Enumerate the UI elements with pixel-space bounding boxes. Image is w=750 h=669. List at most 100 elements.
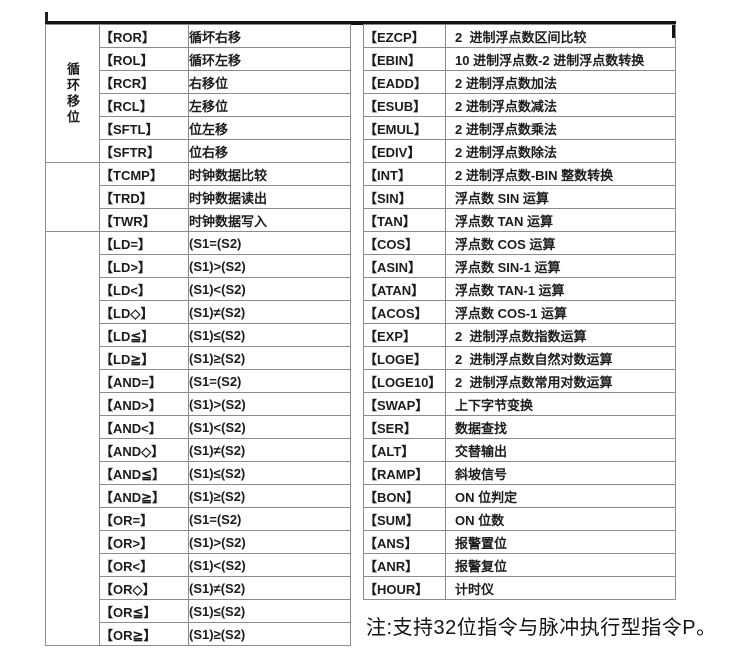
category-label: 循环移位 bbox=[65, 61, 80, 126]
table-row: 【LOGE10】 2 进制浮点数常用对数运算 bbox=[363, 369, 676, 393]
description-cell: 循环左移 bbox=[188, 47, 351, 71]
instruction-cell: 【HOUR】 bbox=[363, 576, 446, 600]
instruction-cell: 【LD<】 bbox=[99, 277, 189, 301]
description-cell: (S1)≥(S2) bbox=[188, 622, 351, 646]
footnote: 注:支持32位指令与脉冲执行型指令P。 bbox=[366, 617, 717, 639]
table-row: 【OR≦】 (S1)≤(S2) bbox=[46, 599, 351, 623]
instruction-cell: 【LD>】 bbox=[99, 254, 189, 278]
description-cell: 浮点数 SIN 运算 bbox=[445, 185, 676, 209]
description-cell: 斜坡信号 bbox=[445, 461, 676, 485]
instruction-cell: 【SUM】 bbox=[363, 507, 446, 531]
table-row: 【EADD】 2 进制浮点数加法 bbox=[363, 70, 676, 94]
description-cell: (S1)<(S2) bbox=[188, 277, 351, 301]
instruction-cell: 【OR>】 bbox=[99, 530, 189, 554]
description-cell: (S1=(S2) bbox=[188, 231, 351, 255]
description-cell: 浮点数 TAN 运算 bbox=[445, 208, 676, 232]
table-row: 【TWR】 时钟数据写入 bbox=[46, 208, 351, 232]
description-cell: 位右移 bbox=[188, 139, 351, 163]
category-cell: 循环移位 bbox=[45, 24, 100, 163]
instruction-cell: 【ROL】 bbox=[99, 47, 189, 71]
description-cell: 时钟数据读出 bbox=[188, 185, 351, 209]
instruction-cell: 【RCR】 bbox=[99, 70, 189, 94]
description-cell: 2 进制浮点数乘法 bbox=[445, 116, 676, 140]
description-cell: 时钟数据写入 bbox=[188, 208, 351, 232]
instruction-cell: 【COS】 bbox=[363, 231, 446, 255]
instruction-cell: 【ANR】 bbox=[363, 553, 446, 577]
description-cell: 2 进制浮点数减法 bbox=[445, 93, 676, 117]
table-row: 【BON】 ON 位判定 bbox=[363, 484, 676, 508]
instruction-cell: 【OR=】 bbox=[99, 507, 189, 531]
description-cell: 浮点数 COS 运算 bbox=[445, 231, 676, 255]
right-instruction-table: 【EZCP】 2 进制浮点数区间比较 【EBIN】 10 进制浮点数-2 进制浮点数转… bbox=[363, 24, 676, 600]
instruction-cell: 【EMUL】 bbox=[363, 116, 446, 140]
instruction-cell: 【OR<】 bbox=[99, 553, 189, 577]
table-row: 【EMUL】 2 进制浮点数乘法 bbox=[363, 116, 676, 140]
description-cell: (S1)≤(S2) bbox=[188, 461, 351, 485]
instruction-cell: 【SWAP】 bbox=[363, 392, 446, 416]
table-row: 【OR<】 (S1)<(S2) bbox=[46, 553, 351, 577]
instruction-cell: 【TWR】 bbox=[99, 208, 189, 232]
table-row: 【INT】 2 进制浮点数-BIN 整数转换 bbox=[363, 162, 676, 186]
instruction-cell: 【OR≧】 bbox=[99, 622, 189, 646]
category-cell bbox=[45, 162, 100, 232]
instruction-cell: 【ATAN】 bbox=[363, 277, 446, 301]
table-row: 【AND≧】 (S1)≥(S2) bbox=[46, 484, 351, 508]
description-cell: 2 进制浮点数-BIN 整数转换 bbox=[445, 162, 676, 186]
instruction-cell: 【LD◇】 bbox=[99, 300, 189, 324]
table-row: 【SUM】 ON 位数 bbox=[363, 507, 676, 531]
instruction-cell: 【ACOS】 bbox=[363, 300, 446, 324]
instruction-cell: 【EXP】 bbox=[363, 323, 446, 347]
table-row: 【LOGE】 2 进制浮点数自然对数运算 bbox=[363, 346, 676, 370]
table-row: 【SFTR】 位右移 bbox=[46, 139, 351, 163]
category-cell bbox=[45, 231, 100, 646]
table-row: 【TCMP】 时钟数据比较 bbox=[45, 162, 351, 232]
table-row: 【COS】 浮点数 COS 运算 bbox=[363, 231, 676, 255]
table-row: 【RAMP】 斜坡信号 bbox=[363, 461, 676, 485]
instruction-cell: 【LOGE】 bbox=[363, 346, 446, 370]
instruction-cell: 【AND◇】 bbox=[99, 438, 189, 462]
description-cell: 浮点数 COS-1 运算 bbox=[445, 300, 676, 324]
description-cell: 左移位 bbox=[188, 93, 351, 117]
instruction-cell: 【AND≧】 bbox=[99, 484, 189, 508]
table-row: 【EDIV】 2 进制浮点数除法 bbox=[363, 139, 676, 163]
table-row: 【EBIN】 10 进制浮点数-2 进制浮点数转换 bbox=[363, 47, 676, 71]
table-row: 【ANS】 报警置位 bbox=[363, 530, 676, 554]
instruction-cell: 【LOGE10】 bbox=[363, 369, 446, 393]
table-row: 【ANR】 报警复位 bbox=[363, 553, 676, 577]
description-cell: 时钟数据比较 bbox=[188, 162, 351, 186]
table-row: 【ATAN】 浮点数 TAN-1 运算 bbox=[363, 277, 676, 301]
description-cell: ON 位数 bbox=[445, 507, 676, 531]
description-cell: (S1)≤(S2) bbox=[188, 599, 351, 623]
description-cell: ON 位判定 bbox=[445, 484, 676, 508]
description-cell: 报警置位 bbox=[445, 530, 676, 554]
description-cell: (S1)<(S2) bbox=[188, 553, 351, 577]
instruction-cell: 【EDIV】 bbox=[363, 139, 446, 163]
instruction-cell: 【BON】 bbox=[363, 484, 446, 508]
description-cell: 右移位 bbox=[188, 70, 351, 94]
description-cell: (S1)≠(S2) bbox=[188, 438, 351, 462]
description-cell: 浮点数 TAN-1 运算 bbox=[445, 277, 676, 301]
instruction-cell: 【AND<】 bbox=[99, 415, 189, 439]
table-row: 【SWAP】 上下字节变换 bbox=[363, 392, 676, 416]
table-row: 【LD≧】 (S1)≥(S2) bbox=[46, 346, 351, 370]
description-cell: 浮点数 SIN-1 运算 bbox=[445, 254, 676, 278]
instruction-cell: 【SFTR】 bbox=[99, 139, 189, 163]
instruction-cell: 【AND=】 bbox=[99, 369, 189, 393]
instruction-cell: 【ANS】 bbox=[363, 530, 446, 554]
table-row: 【ASIN】 浮点数 SIN-1 运算 bbox=[363, 254, 676, 278]
instruction-cell: 【LD=】 bbox=[99, 231, 189, 255]
description-cell: 2 进制浮点数除法 bbox=[445, 139, 676, 163]
instruction-cell: 【ROR】 bbox=[99, 24, 189, 48]
table-row: 循环移位 【ROR】 循坏右移 bbox=[45, 24, 351, 163]
description-cell: 2 进制浮点数加法 bbox=[445, 70, 676, 94]
instruction-cell: 【ALT】 bbox=[363, 438, 446, 462]
description-cell: (S1)≥(S2) bbox=[188, 346, 351, 370]
table-row: 【OR◇】 (S1)≠(S2) bbox=[46, 576, 351, 600]
table-row: 【AND>】 (S1)>(S2) bbox=[46, 392, 351, 416]
table-row: 【TAN】 浮点数 TAN 运算 bbox=[363, 208, 676, 232]
table-row: 【LD=】 (S1=(S2) bbox=[45, 231, 351, 646]
table-row: 【OR>】 (S1)>(S2) bbox=[46, 530, 351, 554]
instruction-cell: 【TRD】 bbox=[99, 185, 189, 209]
instruction-cell: 【TCMP】 bbox=[99, 162, 189, 186]
